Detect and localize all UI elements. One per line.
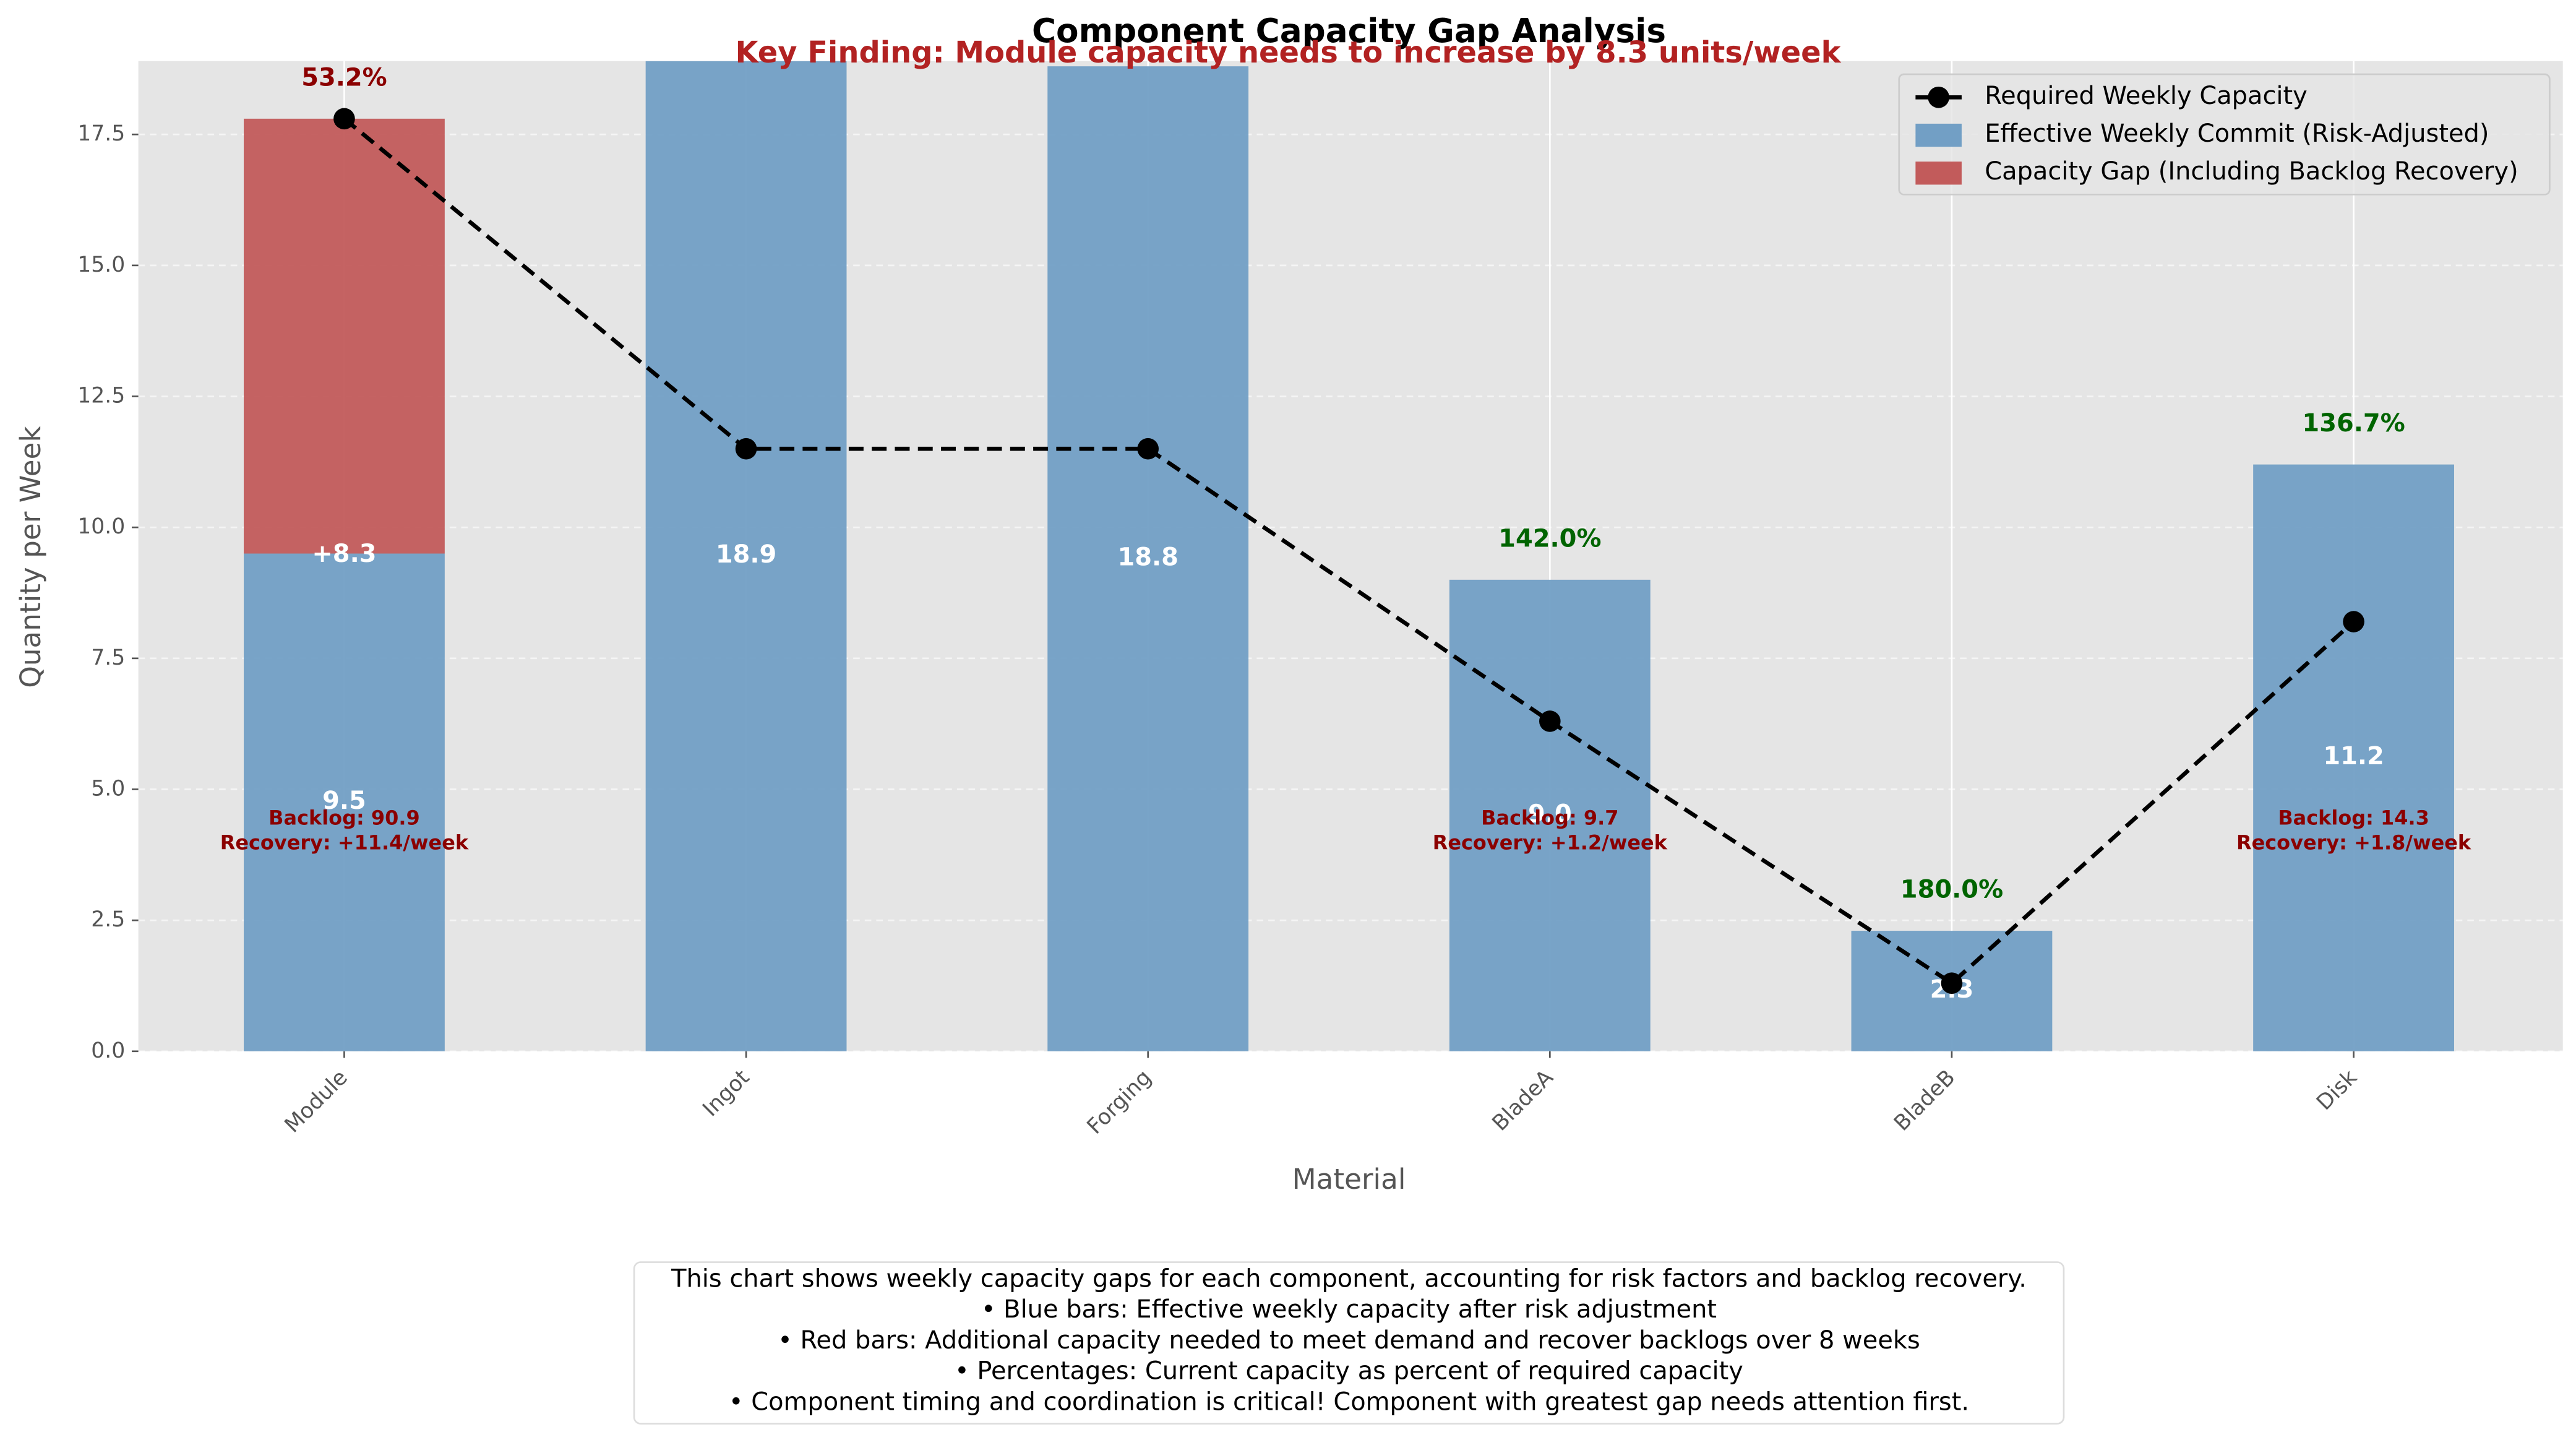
x-tick-label: Forging: [1083, 1065, 1156, 1139]
y-tick-label: 2.5: [91, 907, 125, 932]
percent-label: 53.2%: [301, 63, 387, 92]
percent-label: 180.0%: [1900, 876, 2003, 904]
plot-area: [138, 61, 2563, 1051]
bar: [244, 553, 445, 1051]
legend-label: Effective Weekly Commit (Risk-Adjusted): [1985, 119, 2489, 148]
chart-title: Component Capacity Gap Analysis: [1032, 12, 1666, 50]
backlog-note: Recovery: +1.2/week: [1433, 830, 1668, 854]
x-tick-label: Disk: [2312, 1065, 2362, 1115]
y-tick-label: 5.0: [91, 776, 125, 801]
percent-label: 136.7%: [2302, 409, 2405, 438]
footnote-line: • Blue bars: Effective weekly capacity a…: [981, 1295, 1717, 1324]
bar-value-label: 9.0: [1528, 800, 1572, 828]
legend-swatch: [1915, 162, 1962, 185]
x-axis-label: Material: [1292, 1163, 1406, 1196]
y-tick-label: 17.5: [77, 121, 125, 146]
bar-value-label: 9.5: [322, 787, 366, 815]
line-marker: [735, 438, 757, 460]
line-marker: [1941, 972, 1963, 994]
legend-marker: [1928, 86, 1949, 108]
footnote-box: [633, 1261, 2065, 1425]
y-tick-label: 10.0: [77, 514, 125, 539]
y-tick-label: 15.0: [77, 252, 125, 277]
line-marker: [333, 108, 355, 130]
y-tick-label: 7.5: [91, 645, 125, 670]
backlog-note: Backlog: 9.7: [1481, 806, 1618, 829]
percent-label: 142.0%: [1498, 524, 1601, 553]
bar-value-label: 11.2: [2323, 742, 2384, 770]
bar-value-label: +8.3: [312, 540, 376, 568]
footnote-line: • Component timing and coordination is c…: [729, 1388, 1969, 1417]
bar: [1047, 66, 1249, 1051]
line-marker: [1539, 710, 1561, 732]
bars: [244, 61, 2454, 1051]
x-tick-label: BladeB: [1889, 1065, 1960, 1136]
chart-subtitle: Key Finding: Module capacity needs to in…: [736, 36, 1842, 70]
bar-value-label: 18.8: [1117, 543, 1179, 571]
y-tick-label: 0.0: [91, 1038, 125, 1063]
line: [343, 117, 2355, 986]
bar: [2253, 464, 2454, 1051]
bar: [645, 61, 847, 1051]
y-axis-label: Quantity per Week: [14, 426, 47, 688]
backlog-note: Recovery: +1.8/week: [2236, 830, 2471, 854]
backlog-note: Recovery: +11.4/week: [220, 830, 469, 854]
overlay: 9.518.918.89.02.311.2+8.353.2%142.0%180.…: [220, 63, 2471, 1004]
line-marker: [1137, 438, 1159, 460]
footnote-line: This chart shows weekly capacity gaps fo…: [671, 1264, 2027, 1293]
bar: [244, 118, 445, 554]
bar: [1449, 579, 1651, 1051]
legend-box: [1898, 73, 2551, 196]
backlog-note: Backlog: 14.3: [2278, 806, 2429, 829]
backlog-note: Backlog: 90.9: [268, 806, 420, 829]
legend-label: Required Weekly Capacity: [1985, 82, 2308, 110]
legend-label: Capacity Gap (Including Backlog Recovery…: [1985, 157, 2518, 186]
y-tick-label: 12.5: [77, 384, 125, 408]
footnote-line: • Percentages: Current capacity as perce…: [955, 1357, 1743, 1386]
legend-swatch: [1915, 123, 1962, 147]
x-tick-label: Module: [280, 1065, 353, 1137]
bar-value-label: 18.9: [716, 540, 777, 569]
x-tick-label: Ingot: [698, 1065, 754, 1121]
line-marker: [2343, 611, 2364, 632]
footnote-line: • Red bars: Additional capacity needed t…: [778, 1326, 1920, 1355]
x-tick-label: BladeA: [1488, 1065, 1558, 1136]
